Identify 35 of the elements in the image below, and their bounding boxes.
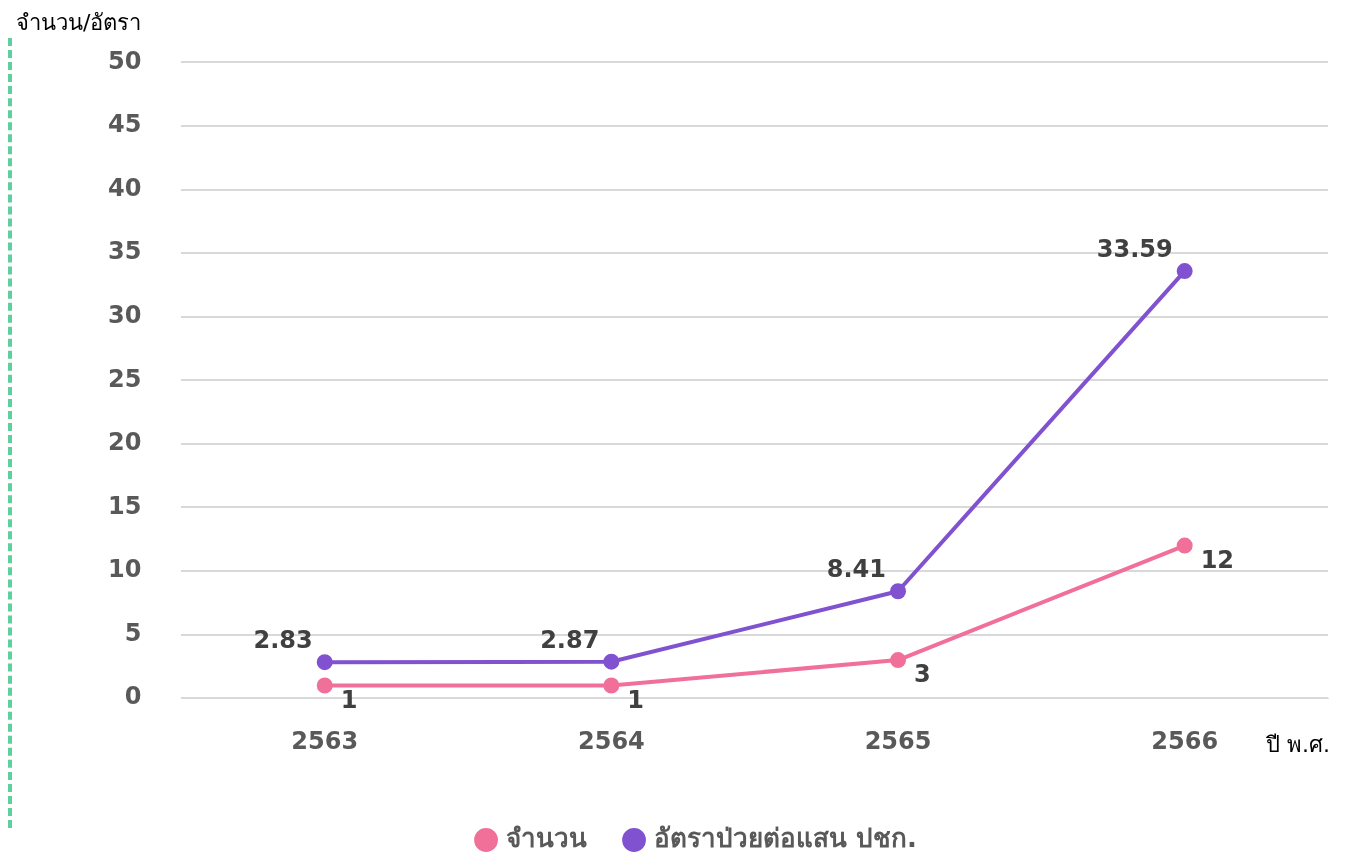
y-tick-label: 45 (107, 110, 142, 139)
x-tick-label: 2566 (1151, 726, 1219, 755)
y-tick-label: 0 (124, 682, 142, 711)
y-tick-label: 30 (107, 300, 142, 329)
x-tick-label: 2563 (291, 726, 359, 755)
x-tick-label: 2564 (577, 726, 645, 755)
point (603, 677, 620, 694)
data-label: 1 (340, 685, 358, 714)
point (1176, 263, 1193, 280)
point (603, 653, 620, 670)
legend-label: อัตราป่วยต่อแสน ปชก. (654, 822, 917, 853)
point (890, 652, 907, 669)
point (316, 677, 333, 694)
y-tick-label: 40 (107, 173, 142, 202)
data-label: 2.87 (540, 625, 600, 654)
point (1176, 537, 1193, 554)
data-label: 1 (627, 685, 645, 714)
y-tick-label: 25 (107, 364, 142, 393)
point (316, 654, 333, 671)
legend-label: จำนวน (506, 822, 588, 853)
y-tick-label: 50 (107, 46, 142, 75)
x-tick-label: 2565 (864, 726, 932, 755)
y-tick-label: 5 (124, 618, 142, 647)
y-tick-label: 15 (107, 491, 142, 520)
data-label: 12 (1200, 545, 1235, 574)
data-label: 3 (914, 660, 931, 689)
point (890, 583, 907, 600)
x-axis-title: ปี พ.ศ. (1265, 731, 1330, 757)
data-label: 33.59 (1096, 235, 1173, 264)
data-label: 2.83 (253, 626, 313, 655)
y-axis-title: จำนวน/อัตรา (16, 9, 142, 35)
y-tick-label: 10 (107, 555, 142, 584)
y-tick-label: 20 (107, 428, 142, 457)
data-label: 8.41 (826, 555, 887, 584)
y-tick-label: 35 (107, 237, 142, 266)
